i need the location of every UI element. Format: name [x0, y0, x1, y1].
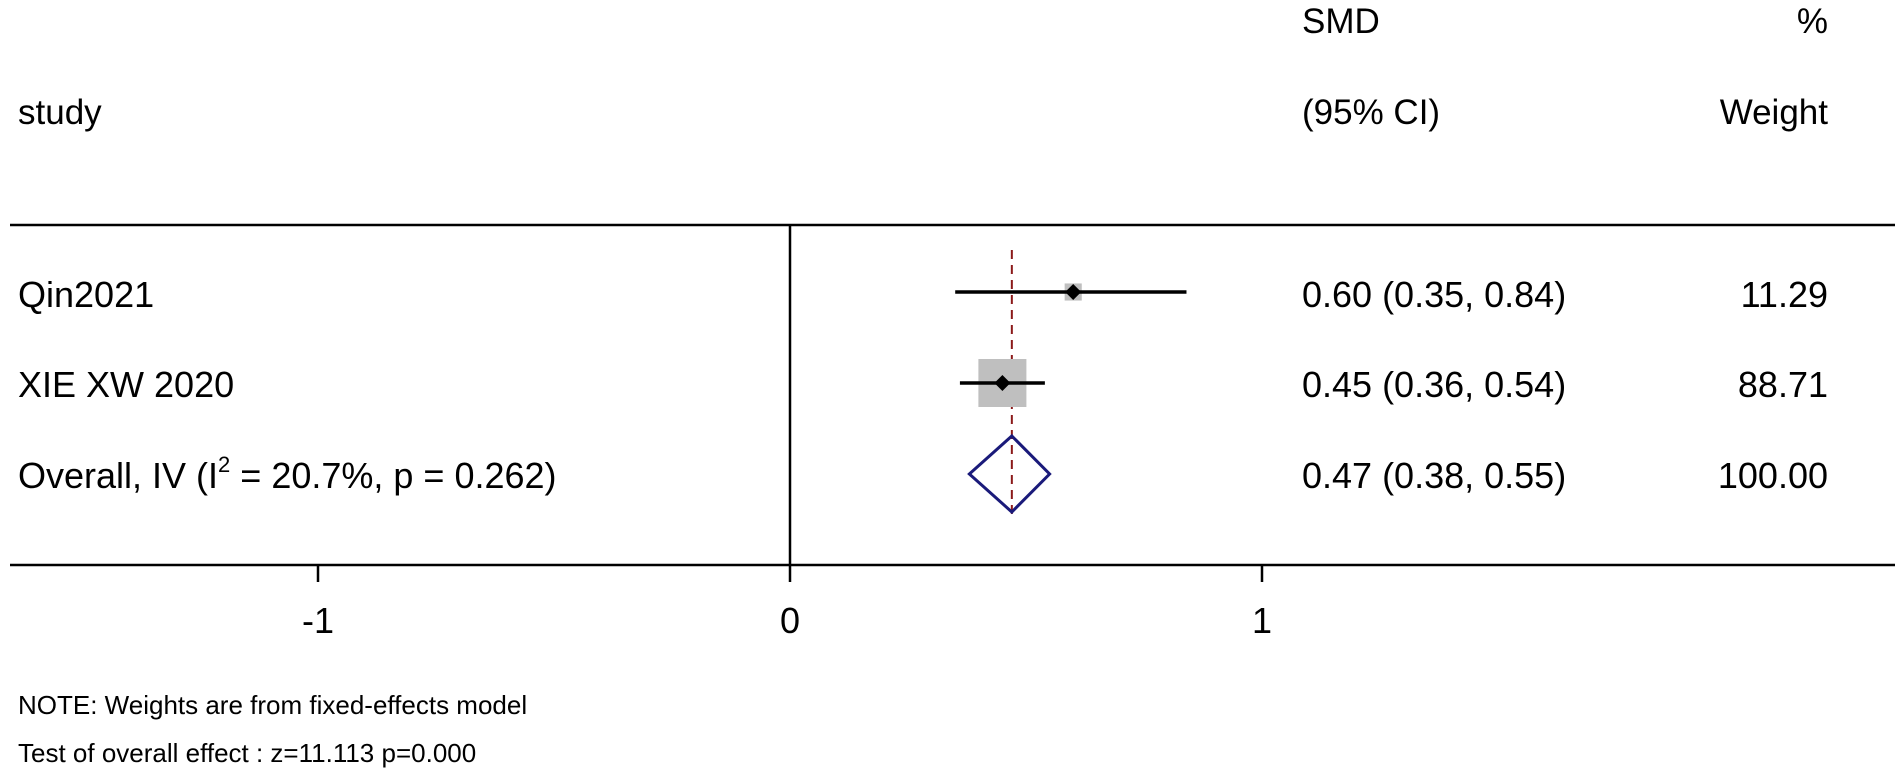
point-estimate-study-2	[994, 375, 1011, 391]
overall-label-prefix: Overall, IV (I	[18, 455, 218, 496]
overall-label-superscript: 2	[218, 452, 230, 477]
row-label-study-1: Qin2021	[18, 274, 154, 315]
row-label-study-2: XIE XW 2020	[18, 364, 234, 405]
header-effect-line1: SMD	[1302, 2, 1380, 41]
ci-text-study-1: 0.60 (0.35, 0.84)	[1302, 274, 1566, 315]
header-study: study	[18, 93, 102, 132]
row-label-overall: Overall, IV (I2 = 20.7%, p = 0.262)	[18, 452, 557, 496]
ci-text-overall: 0.47 (0.38, 0.55)	[1302, 455, 1566, 496]
weight-text-overall: 100.00	[1718, 455, 1828, 496]
overall-label-suffix: = 20.7%, p = 0.262)	[230, 455, 556, 496]
note-weights: NOTE: Weights are from fixed-effects mod…	[18, 690, 527, 720]
point-estimate-study-1	[1065, 284, 1082, 300]
x-tick-label-1: -1	[302, 600, 334, 641]
weight-text-study-2: 88.71	[1738, 364, 1828, 405]
note-overall-test: Test of overall effect : z=11.113 p=0.00…	[18, 738, 476, 768]
x-tick-label-3: 1	[1252, 600, 1272, 641]
overall-diamond	[967, 433, 1052, 515]
ci-text-study-2: 0.45 (0.36, 0.54)	[1302, 364, 1566, 405]
header-effect-line2: (95% CI)	[1302, 93, 1440, 132]
weight-text-study-1: 11.29	[1741, 274, 1828, 315]
header-weight-line2: Weight	[1720, 93, 1829, 132]
x-tick-label-2: 0	[780, 600, 800, 641]
header-weight-line1: %	[1797, 2, 1828, 41]
